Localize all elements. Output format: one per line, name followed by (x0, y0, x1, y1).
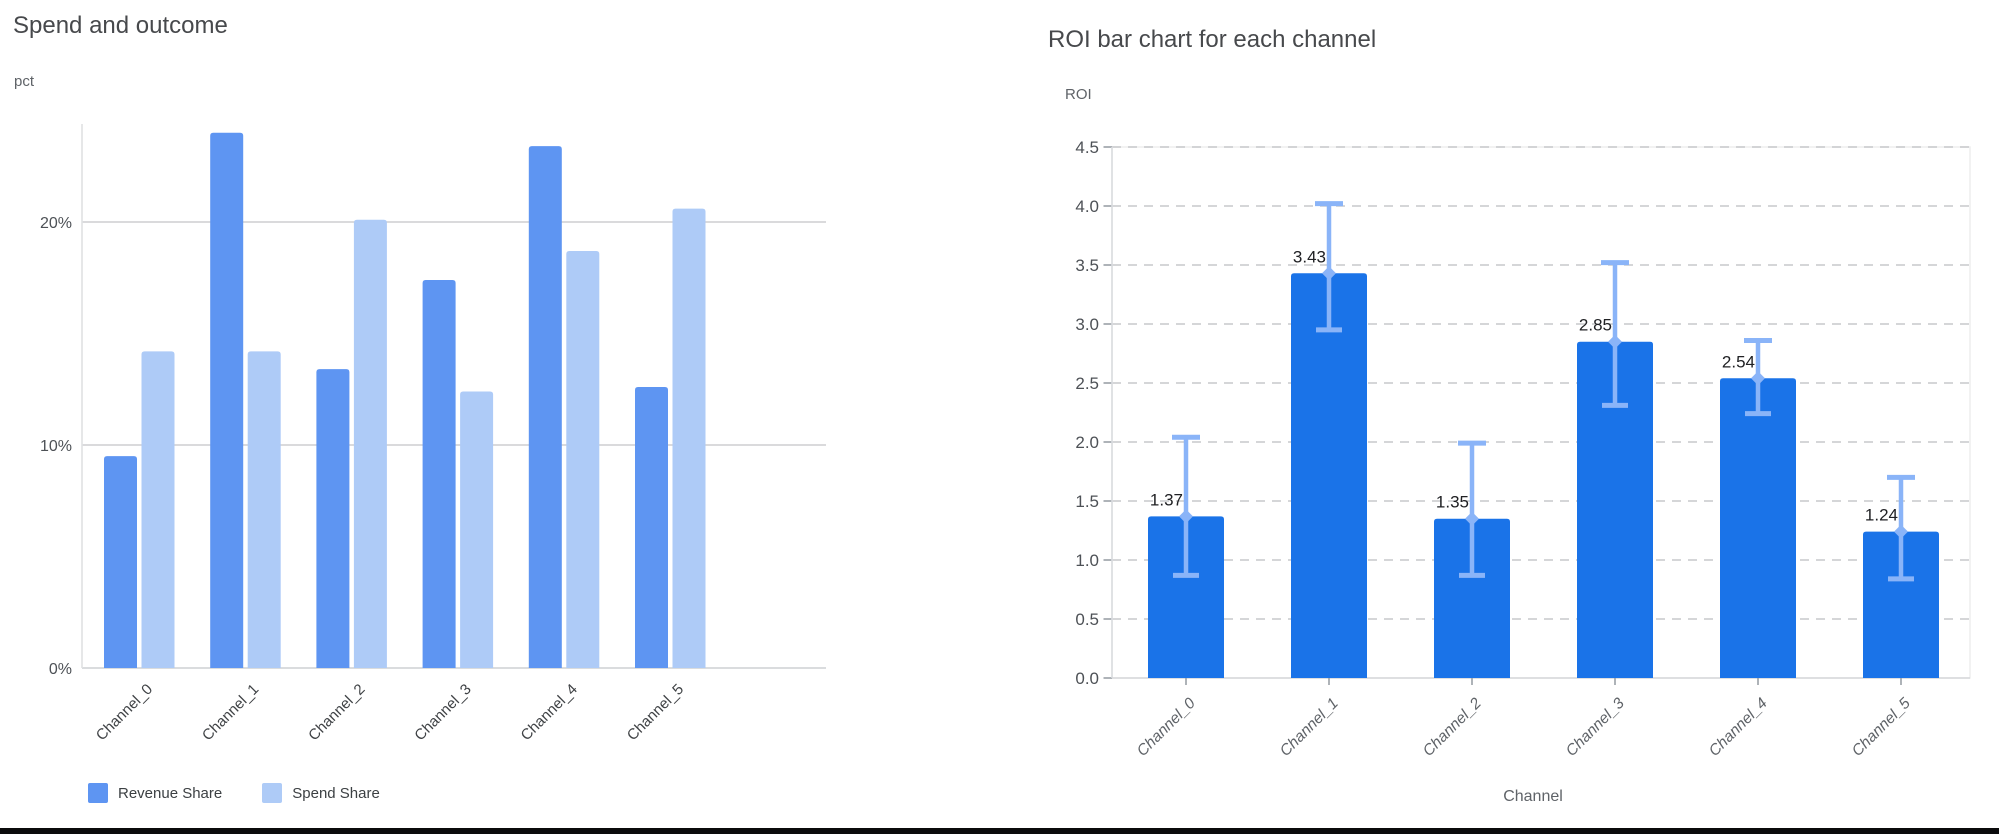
bar-value-label-channel_5: 1.24 (1865, 506, 1898, 525)
bar-value-label-channel_3: 2.85 (1579, 316, 1612, 335)
left-y-axis-unit-label: pct (14, 73, 35, 90)
bar-revenue-share-channel_5[interactable] (635, 387, 668, 668)
y-tick-label-0.0: 0.0 (1075, 669, 1099, 688)
plot-border (1111, 146, 1971, 679)
bar-spend-share-channel_5[interactable] (672, 208, 706, 668)
bar-roi-channel_2[interactable] (1434, 518, 1510, 678)
bar-roi-channel_4[interactable] (1720, 378, 1796, 678)
bar-value-label-channel_0: 1.37 (1150, 490, 1183, 509)
y-tick-label-3.5: 3.5 (1075, 256, 1099, 275)
error-bar-mean-marker-channel_5 (1894, 524, 1908, 539)
legend-item-spend-share[interactable]: Spend Share (262, 783, 380, 803)
spend-share-legend-label: Spend Share (292, 784, 380, 802)
x-tick-label-channel_2: Channel_2 (305, 681, 368, 744)
left-chart-title: Spend and outcome (13, 12, 228, 39)
x-tick-label-channel_5: Channel_5 (1849, 695, 1914, 760)
x-tick-label-channel_5: Channel_5 (624, 681, 687, 744)
y-tick-label-3.0: 3.0 (1075, 315, 1099, 334)
bar-spend-share-channel_1[interactable] (247, 351, 281, 668)
bar-roi-channel_5[interactable] (1863, 531, 1939, 678)
x-tick-label-channel_4: Channel_4 (518, 681, 581, 744)
y-tick-label-10%: 10% (40, 438, 72, 455)
bar-spend-share-channel_0[interactable] (141, 351, 175, 668)
bottom-divider (0, 828, 1999, 834)
revenue-share-legend-label: Revenue Share (118, 784, 223, 802)
bar-value-label-channel_4: 2.54 (1722, 352, 1755, 371)
spend-share-swatch (262, 783, 283, 803)
right-x-axis-title: Channel (1503, 788, 1563, 805)
revenue-share-swatch (88, 783, 108, 803)
error-bar-mean-marker-channel_1 (1322, 266, 1336, 281)
x-tick-label-channel_1: Channel_1 (1277, 695, 1342, 760)
roi-bar-plot[interactable]: 0.0 0.5 1.0 1.5 2.0 2.5 3.0 3.5 4.0 4.5 1.37 Channe… (1055, 112, 1999, 812)
y-tick-label-2.0: 2.0 (1075, 433, 1099, 452)
x-tick-label-channel_1: Channel_1 (199, 681, 262, 744)
x-tick-label-channel_4: Channel_4 (1706, 695, 1771, 760)
y-tick-label-20%: 20% (40, 215, 72, 232)
bar-revenue-share-channel_1[interactable] (210, 132, 244, 669)
bar-roi-channel_1[interactable] (1291, 273, 1367, 678)
y-tick-label-4.0: 4.0 (1075, 197, 1099, 216)
grouped-bar-plot[interactable]: 0% 10% 20% Channel_0 Channel_1 Channel_2 Chann… (10, 98, 840, 780)
x-tick-label-channel_0: Channel_0 (93, 681, 156, 744)
legend-item-revenue-share[interactable]: Revenue Share (88, 783, 222, 803)
x-tick-label-channel_3: Channel_3 (411, 681, 474, 744)
right-y-axis-unit-label: ROI (1065, 86, 1092, 103)
y-tick-label-0%: 0% (49, 661, 72, 678)
error-bar-mean-marker-channel_3 (1608, 334, 1622, 349)
bar-revenue-share-channel_0[interactable] (104, 456, 137, 668)
bar-spend-share-channel_4[interactable] (566, 250, 600, 669)
bar-spend-share-channel_3[interactable] (460, 391, 494, 668)
y-tick-label-2.5: 2.5 (1075, 374, 1099, 393)
y-tick-label-4.5: 4.5 (1075, 138, 1099, 157)
y-tick-label-1.5: 1.5 (1075, 492, 1099, 511)
bar-value-label-channel_1: 3.43 (1293, 247, 1326, 266)
bar-roi-channel_0[interactable] (1148, 516, 1224, 678)
bar-revenue-share-channel_4[interactable] (528, 146, 562, 668)
bar-spend-share-channel_2[interactable] (353, 219, 387, 668)
bar-roi-channel_3[interactable] (1577, 341, 1653, 678)
left-chart-legend: Revenue Share Spend Share (88, 783, 380, 803)
y-tick-label-1.0: 1.0 (1075, 551, 1099, 570)
right-chart-title: ROI bar chart for each channel (1048, 26, 1377, 53)
error-bar-mean-marker-channel_4 (1751, 371, 1765, 386)
x-tick-label-channel_2: Channel_2 (1420, 695, 1485, 760)
y-tick-label-0.5: 0.5 (1075, 610, 1099, 629)
error-bar-mean-marker-channel_2 (1465, 511, 1479, 526)
bar-value-label-channel_2: 1.35 (1436, 493, 1469, 512)
bar-revenue-share-channel_3[interactable] (422, 279, 456, 668)
x-tick-label-channel_3: Channel_3 (1563, 695, 1628, 760)
bar-revenue-share-channel_2[interactable] (316, 369, 350, 668)
x-tick-label-channel_0: Channel_0 (1134, 695, 1199, 760)
